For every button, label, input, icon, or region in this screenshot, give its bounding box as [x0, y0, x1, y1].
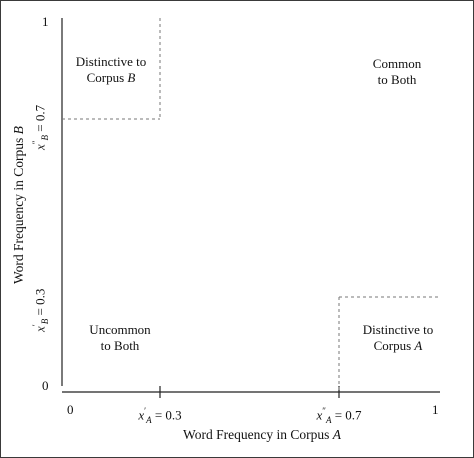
region-distinctive-b-line1: Distinctive to	[75, 54, 147, 69]
region-uncommon-line2: to Both	[100, 338, 140, 353]
region-common: Common to Both	[373, 56, 421, 88]
y-axis-title: Word Frequency in Corpus B	[11, 126, 26, 284]
region-distinctive-a: Distinctive to Corpus A	[363, 322, 433, 354]
region-distinctive-a-line2: Corpus A	[373, 338, 423, 353]
y-threshold-high-label: x″B = 0.7	[31, 104, 50, 150]
y-threshold-low-label: x′B = 0.3	[31, 288, 50, 332]
x-threshold-high-label: x″A = 0.7	[316, 406, 362, 425]
region-common-line1: Common	[372, 56, 422, 71]
region-distinctive-b: Distinctive to Corpus B	[76, 54, 146, 86]
y-tick-1: 1	[42, 14, 49, 29]
x-tick-0: 0	[67, 402, 74, 417]
region-distinctive-a-line1: Distinctive to	[362, 322, 434, 337]
y-tick-0: 0	[42, 378, 49, 393]
region-common-line2: to Both	[377, 72, 417, 87]
x-threshold-low-label: x′A = 0.3	[138, 406, 182, 425]
region-distinctive-b-line2: Corpus B	[86, 70, 136, 85]
x-tick-1: 1	[432, 402, 439, 417]
x-axis-title: Word Frequency in Corpus A	[183, 427, 341, 442]
region-uncommon-line1: Uncommon	[89, 322, 151, 337]
region-uncommon: Uncommon to Both	[89, 322, 150, 354]
